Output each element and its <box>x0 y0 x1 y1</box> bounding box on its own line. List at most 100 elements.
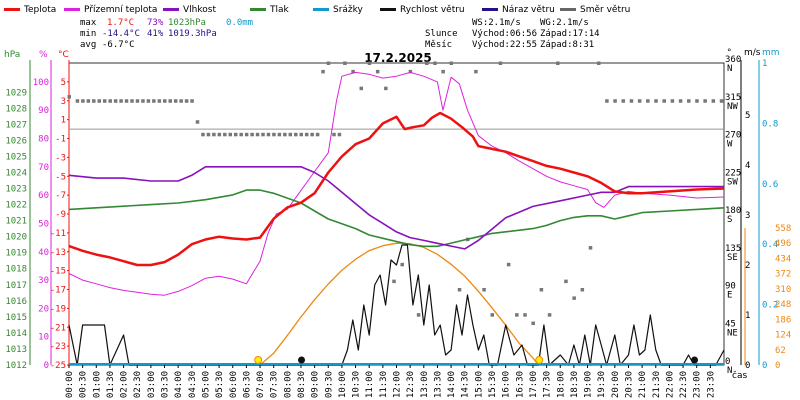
tick-label-x: 04:00 <box>174 371 184 398</box>
tick-label-pct: 70 <box>38 163 49 173</box>
tick-label-x: 15:30 <box>488 371 498 398</box>
series-temperature <box>68 111 725 267</box>
wind-direction-point <box>416 313 421 317</box>
info-ws: WS:2.1m/s <box>472 18 521 28</box>
tick-label-x: 13:30 <box>433 371 443 398</box>
info-sun-rise: Východ:06:56 <box>472 29 537 39</box>
tick-label-x: 06:00 <box>229 371 239 398</box>
tick-label-x: 02:00 <box>120 371 130 398</box>
tick-label-temp: -15 <box>50 267 66 277</box>
tick-label-mm: 0 <box>762 361 767 371</box>
wind-direction-point <box>294 132 298 137</box>
tick-label-wm2: 186 <box>775 315 791 325</box>
wind-direction-point <box>86 99 91 103</box>
tick-label-pct: 40 <box>38 248 49 258</box>
wind-direction-point <box>384 86 388 91</box>
wind-direction-point <box>332 132 336 137</box>
stats-min-pressure: 1019.3hPa <box>168 29 217 39</box>
tick-label-dir: 90 <box>725 282 736 292</box>
wind-direction-point <box>408 69 413 74</box>
wind-direction-point <box>515 313 519 317</box>
wind-direction-point <box>157 99 162 103</box>
tick-label-x: 03:30 <box>161 371 171 398</box>
stats-max-temp: 1.7°C <box>107 18 134 28</box>
wind-direction-point <box>184 99 189 103</box>
legend-swatch <box>250 8 266 11</box>
wind-direction-point <box>367 61 372 65</box>
tick-label-wm2: 434 <box>775 254 791 264</box>
tick-label-hpa: 1014 <box>5 329 27 339</box>
wind-direction-point <box>130 99 134 103</box>
wind-direction-point <box>212 132 216 137</box>
tick-label-dir-name: N <box>727 366 732 376</box>
wind-direction-point <box>506 262 511 267</box>
tick-label-ms: 4 <box>745 161 750 171</box>
tick-label-ms: 1 <box>745 311 750 321</box>
tick-label-hpa: 1024 <box>5 168 27 178</box>
tick-label-ms: 3 <box>745 211 750 221</box>
tick-label-dir: 180 <box>725 206 741 216</box>
wind-direction-point <box>498 61 503 65</box>
tick-label-x: 03:00 <box>147 371 157 398</box>
wind-direction-point <box>457 288 462 292</box>
tick-label-wm2: 62 <box>775 346 786 356</box>
wind-direction-point <box>113 99 118 103</box>
wind-direction-point <box>556 61 560 65</box>
wind-direction-point <box>92 99 96 103</box>
tick-label-temp: -5 <box>55 172 66 182</box>
tick-label-pct: 50 <box>38 219 49 229</box>
stats-max-label: max <box>80 18 97 28</box>
wind-direction-point <box>596 61 601 65</box>
tick-label-x: 00:30 <box>79 371 89 398</box>
legend-label: Rychlost větru <box>400 5 465 15</box>
legend-label: Náraz větru <box>502 5 555 15</box>
wind-direction-point <box>343 61 347 65</box>
wind-direction-point <box>233 132 238 137</box>
tick-label-x: 12:00 <box>393 371 403 398</box>
tick-label-dir-name: NE <box>727 328 738 338</box>
wind-direction-point <box>490 313 495 317</box>
tick-label-x: 09:00 <box>311 371 321 398</box>
wind-direction-point <box>351 69 355 74</box>
tick-label-ms: 5 <box>745 111 750 121</box>
tick-label-x: 22:00 <box>665 371 675 398</box>
tick-label-hpa: 1012 <box>5 361 27 371</box>
wind-direction-point <box>572 296 576 300</box>
wind-direction-point <box>179 99 183 103</box>
tick-label-x: 23:00 <box>693 371 703 398</box>
series-wind-speed <box>68 244 725 366</box>
wind-direction-point <box>141 99 145 103</box>
wind-direction-point <box>304 132 309 137</box>
tick-label-x: 14:00 <box>447 371 457 398</box>
wind-direction-point <box>392 279 396 284</box>
tick-label-temp: -3 <box>55 153 66 163</box>
tick-label-temp: 1 <box>61 116 66 126</box>
tick-label-dir-name: W <box>727 140 733 150</box>
wind-direction-point <box>168 99 172 103</box>
axis-unit-ms: m/s <box>744 48 761 58</box>
legend-swatch <box>163 8 179 11</box>
wind-direction-point <box>299 132 303 137</box>
wind-direction-point <box>146 99 151 103</box>
wind-direction-point <box>662 99 666 103</box>
wind-direction-point <box>613 99 617 103</box>
tick-label-dir-name: NW <box>727 102 738 112</box>
tick-label-x: 07:00 <box>256 371 266 398</box>
tick-label-wm2: 248 <box>775 300 791 310</box>
wind-direction-point <box>239 132 243 137</box>
wind-direction-point <box>119 99 123 103</box>
stats-block: max 1.7°C 73% 1023hPa 0.0mm min -14.4°C … <box>80 18 253 50</box>
wind-direction-point <box>250 132 254 137</box>
tick-label-wm2: 558 <box>775 224 791 234</box>
tick-label-hpa: 1015 <box>5 313 27 323</box>
wind-direction-point <box>272 132 276 137</box>
tick-label-dir-name: E <box>727 291 732 301</box>
tick-label-x: 11:30 <box>379 371 389 398</box>
x-axis-label: čas <box>732 370 747 381</box>
legend-swatch <box>482 8 498 11</box>
tick-label-hpa: 1017 <box>5 281 27 291</box>
tick-label-pct: 90 <box>38 106 49 116</box>
wind-direction-point <box>206 132 211 137</box>
tick-label-dir: 225 <box>725 168 741 178</box>
tick-label-temp: -9 <box>55 210 66 220</box>
